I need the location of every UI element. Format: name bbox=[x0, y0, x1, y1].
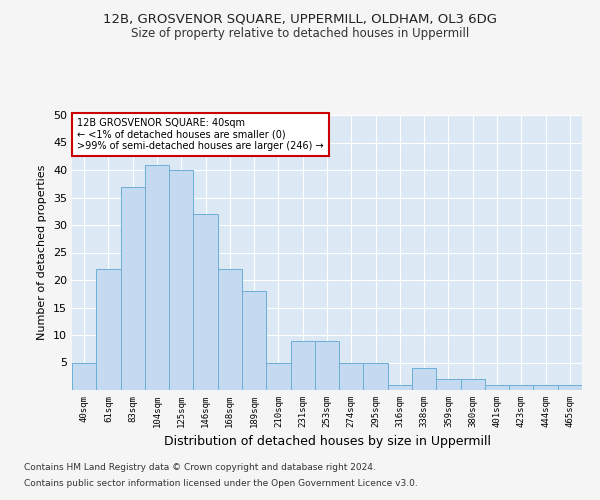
Bar bbox=[364, 362, 388, 390]
Text: Contains HM Land Registry data © Crown copyright and database right 2024.: Contains HM Land Registry data © Crown c… bbox=[24, 464, 376, 472]
Bar bbox=[533, 384, 558, 390]
Bar bbox=[485, 384, 509, 390]
Bar bbox=[218, 269, 242, 390]
Bar bbox=[96, 269, 121, 390]
Bar bbox=[193, 214, 218, 390]
Bar bbox=[412, 368, 436, 390]
Text: 12B, GROSVENOR SQUARE, UPPERMILL, OLDHAM, OL3 6DG: 12B, GROSVENOR SQUARE, UPPERMILL, OLDHAM… bbox=[103, 12, 497, 26]
Text: 12B GROSVENOR SQUARE: 40sqm
← <1% of detached houses are smaller (0)
>99% of sem: 12B GROSVENOR SQUARE: 40sqm ← <1% of det… bbox=[77, 118, 324, 151]
Y-axis label: Number of detached properties: Number of detached properties bbox=[37, 165, 47, 340]
Bar bbox=[509, 384, 533, 390]
Bar bbox=[145, 164, 169, 390]
Bar bbox=[72, 362, 96, 390]
Text: Size of property relative to detached houses in Uppermill: Size of property relative to detached ho… bbox=[131, 28, 469, 40]
Bar bbox=[436, 379, 461, 390]
Text: Contains public sector information licensed under the Open Government Licence v3: Contains public sector information licen… bbox=[24, 478, 418, 488]
Bar bbox=[339, 362, 364, 390]
Bar bbox=[558, 384, 582, 390]
Bar bbox=[121, 186, 145, 390]
X-axis label: Distribution of detached houses by size in Uppermill: Distribution of detached houses by size … bbox=[163, 436, 491, 448]
Bar bbox=[388, 384, 412, 390]
Bar bbox=[169, 170, 193, 390]
Bar bbox=[461, 379, 485, 390]
Bar bbox=[242, 291, 266, 390]
Bar bbox=[266, 362, 290, 390]
Bar bbox=[290, 340, 315, 390]
Bar bbox=[315, 340, 339, 390]
